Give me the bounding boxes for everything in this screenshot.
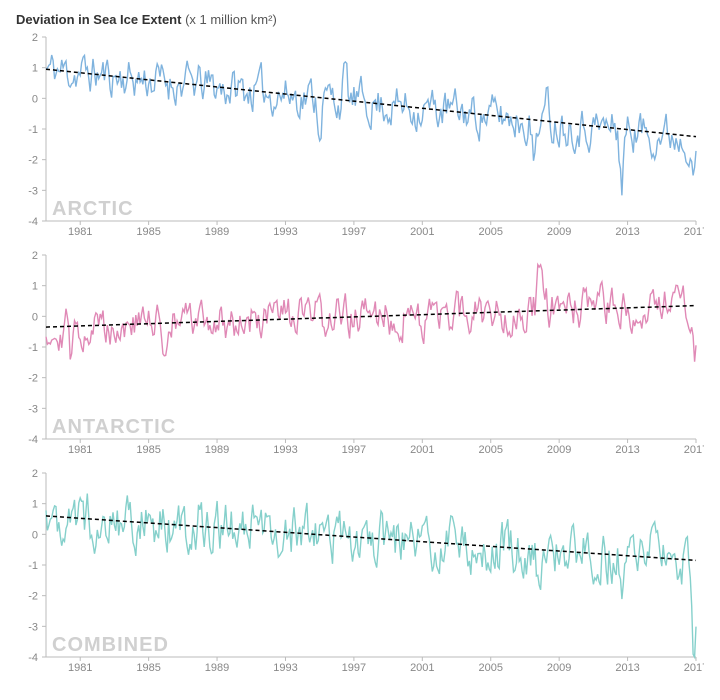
svg-text:2013: 2013 [615,226,639,238]
svg-text:-1: -1 [28,342,38,354]
svg-text:2013: 2013 [615,662,639,674]
svg-text:1989: 1989 [205,662,229,674]
svg-text:0: 0 [32,311,38,323]
panel-combined: 2 1 0 -1 -2 -3 -4 1981 1985 1989 1993 1997 2001 2005… [16,467,704,677]
svg-text:1989: 1989 [205,226,229,238]
svg-text:2001: 2001 [410,226,434,238]
svg-text:1981: 1981 [68,662,92,674]
series-antarctic [46,265,696,362]
label-combined: COMBINED [52,634,169,656]
label-antarctic: ANTARCTIC [52,416,176,438]
svg-text:2009: 2009 [547,444,571,456]
svg-text:0: 0 [32,529,38,541]
svg-text:1: 1 [32,63,38,75]
svg-text:2001: 2001 [410,444,434,456]
trendline-combined [46,516,696,560]
svg-text:-1: -1 [28,560,38,572]
svg-text:2005: 2005 [478,444,502,456]
svg-text:2: 2 [32,32,38,44]
svg-text:2013: 2013 [615,444,639,456]
svg-text:1: 1 [32,281,38,293]
svg-text:1993: 1993 [273,226,297,238]
svg-text:-3: -3 [28,185,38,197]
chart-combined: 2 1 0 -1 -2 -3 -4 1981 1985 1989 1993 1997 2001 2005… [16,467,704,677]
svg-text:2: 2 [32,468,38,480]
chart-title: Deviation in Sea Ice Extent (x 1 million… [16,12,704,27]
svg-text:1989: 1989 [205,444,229,456]
svg-text:1985: 1985 [136,662,160,674]
svg-text:2017: 2017 [684,662,704,674]
chart-arctic: 2 1 0 -1 -2 -3 -4 1981 1985 1989 1993 1997 2001 2005… [16,31,704,241]
svg-text:2017: 2017 [684,444,704,456]
label-arctic: ARCTIC [52,198,134,220]
series-arctic [46,55,696,195]
svg-text:2017: 2017 [684,226,704,238]
svg-text:1997: 1997 [342,444,366,456]
svg-text:1993: 1993 [273,662,297,674]
svg-text:2009: 2009 [547,662,571,674]
svg-text:-2: -2 [28,155,38,167]
svg-text:2005: 2005 [478,226,502,238]
chart-antarctic: 2 1 0 -1 -2 -3 -4 1981 1985 1989 1993 1997 2001 2005… [16,249,704,459]
panel-arctic: 2 1 0 -1 -2 -3 -4 1981 1985 1989 1993 1997 2001 2005… [16,31,704,241]
svg-text:1985: 1985 [136,226,160,238]
svg-text:2: 2 [32,250,38,262]
svg-text:-2: -2 [28,591,38,603]
svg-text:1997: 1997 [342,662,366,674]
svg-text:1993: 1993 [273,444,297,456]
svg-text:1981: 1981 [68,444,92,456]
svg-text:-3: -3 [28,403,38,415]
svg-text:-4: -4 [28,652,38,664]
svg-text:2001: 2001 [410,662,434,674]
svg-text:-2: -2 [28,373,38,385]
svg-text:1981: 1981 [68,226,92,238]
svg-text:2005: 2005 [478,662,502,674]
svg-text:1985: 1985 [136,444,160,456]
panel-antarctic: 2 1 0 -1 -2 -3 -4 1981 1985 1989 1993 1997 2001 2005… [16,249,704,459]
svg-text:-4: -4 [28,216,38,228]
svg-text:2009: 2009 [547,226,571,238]
svg-text:-4: -4 [28,434,38,446]
svg-text:0: 0 [32,93,38,105]
series-combined [46,494,696,657]
svg-text:-3: -3 [28,621,38,633]
svg-text:1: 1 [32,499,38,511]
svg-text:1997: 1997 [342,226,366,238]
svg-text:-1: -1 [28,124,38,136]
